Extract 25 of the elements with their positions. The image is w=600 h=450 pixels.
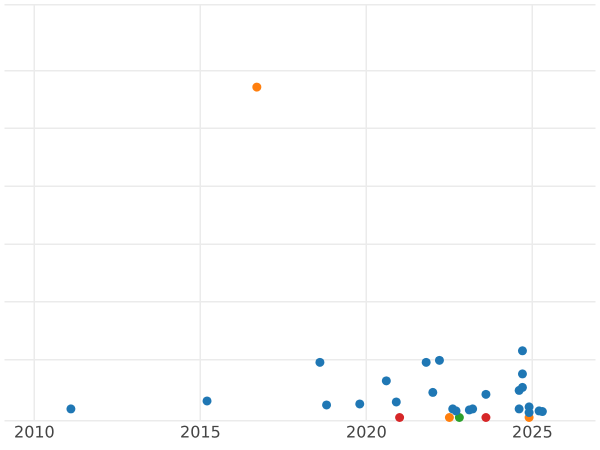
point [481, 412, 490, 422]
point [444, 412, 454, 422]
point [481, 390, 490, 399]
point [434, 356, 444, 365]
point [514, 404, 524, 414]
point [395, 412, 404, 422]
point [452, 406, 461, 416]
point [355, 399, 364, 408]
point [315, 358, 324, 367]
x-tick-label: 2010 [14, 422, 55, 442]
point [454, 412, 464, 422]
point [518, 346, 527, 356]
point [422, 358, 431, 367]
point [202, 396, 212, 406]
point [514, 386, 524, 395]
x-tick-label: 2015 [180, 422, 221, 442]
point [252, 82, 262, 92]
point [322, 400, 332, 410]
x-tick-label: 2025 [512, 422, 553, 442]
x-tick-label: 2020 [346, 422, 387, 442]
point [382, 376, 391, 386]
point [428, 388, 438, 397]
point [392, 397, 401, 406]
point [518, 369, 527, 378]
point [66, 404, 76, 414]
